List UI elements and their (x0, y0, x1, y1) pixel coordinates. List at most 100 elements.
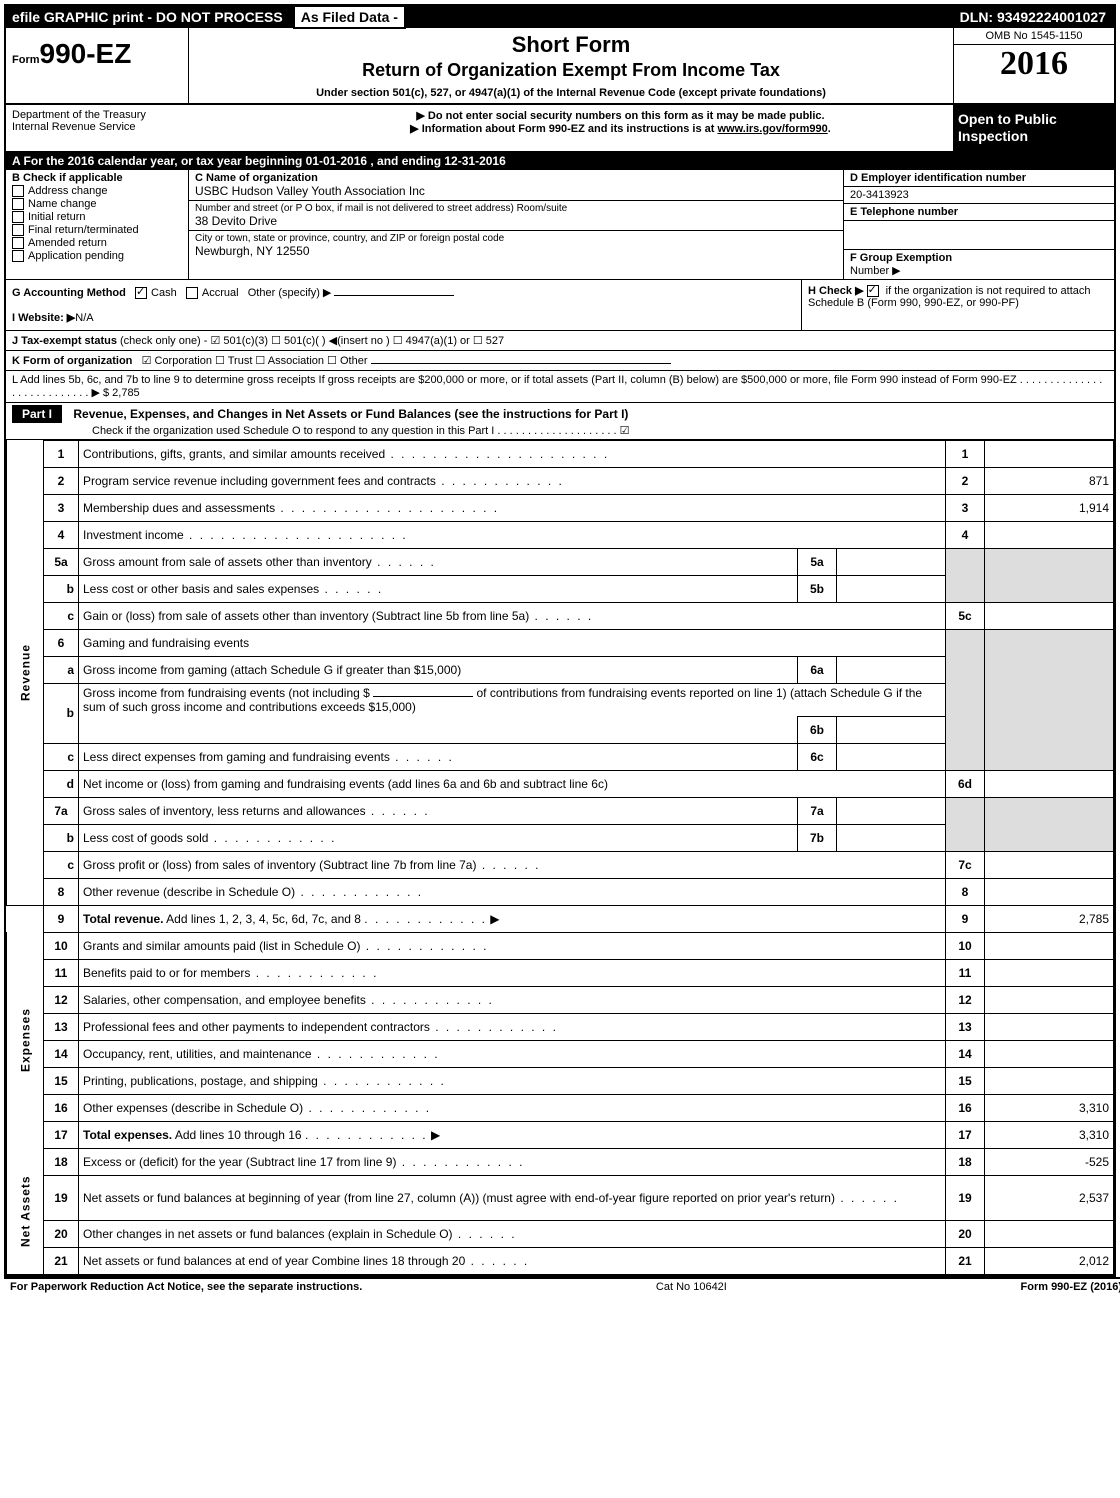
line-num: 14 (44, 1040, 79, 1067)
line-desc: Total revenue. Add lines 1, 2, 3, 4, 5c,… (79, 905, 946, 932)
tel-label: E Telephone number (844, 204, 1114, 221)
desc-text: Gross profit or (loss) from sales of inv… (83, 858, 541, 872)
amt-label: 15 (946, 1067, 985, 1094)
line-num: 1 (44, 440, 79, 467)
check-address-change[interactable]: Address change (12, 185, 182, 197)
amt-label: 8 (946, 878, 985, 905)
amt-value: 3,310 (985, 1094, 1114, 1121)
street-label: Number and street (or P O box, if mail i… (195, 203, 837, 214)
amt-value (985, 959, 1114, 986)
amt-value (985, 1013, 1114, 1040)
line-desc: Salaries, other compensation, and employ… (79, 986, 946, 1013)
line-num: d (44, 770, 79, 797)
check-label: Final return/terminated (28, 224, 139, 236)
check-amended-return[interactable]: Amended return (12, 237, 182, 249)
shade-cell (985, 629, 1114, 770)
omb-no: OMB No 1545-1150 (954, 28, 1114, 45)
warn-1: ▶ Do not enter social security numbers o… (296, 109, 945, 122)
check-name-change[interactable]: Name change (12, 198, 182, 210)
line-desc: Less cost or other basis and sales expen… (79, 575, 798, 602)
desc-text-1: Gross income from fundraising events (no… (83, 686, 370, 700)
check-initial-return[interactable]: Initial return (12, 211, 182, 223)
line-num: a (44, 656, 79, 683)
city-label: City or town, state or province, country… (195, 233, 837, 244)
k-other-input[interactable] (371, 363, 671, 364)
section-b-title: B Check if applicable (12, 172, 123, 184)
dept-label: Department of the Treasury (12, 109, 282, 121)
desc-text: Total revenue. (83, 912, 163, 926)
line-desc: Professional fees and other payments to … (79, 1013, 946, 1040)
amt-value (985, 1040, 1114, 1067)
amt-label: 13 (946, 1013, 985, 1040)
group-exemption: F Group Exemption Number ▶ (844, 250, 1114, 279)
part-i-title: Revenue, Expenses, and Changes in Net As… (73, 407, 628, 421)
line-desc: Other changes in net assets or fund bala… (79, 1220, 946, 1247)
header-left: Form990-EZ (6, 28, 189, 103)
section-def: D Employer identification number 20-3413… (843, 170, 1114, 279)
check-accrual[interactable] (186, 287, 198, 299)
line-desc: Total expenses. Add lines 10 through 16 … (79, 1121, 946, 1148)
check-cash[interactable] (135, 287, 147, 299)
amt-value (985, 440, 1114, 467)
line-num: 11 (44, 959, 79, 986)
line-desc-cont (79, 716, 798, 743)
line-num: 21 (44, 1247, 79, 1274)
form-number: 990-EZ (40, 38, 132, 69)
tax-year: 2016 (954, 45, 1114, 83)
footer-right: Form 990-EZ (2016) (1021, 1281, 1120, 1293)
section-l: L Add lines 5b, 6c, and 7b to line 9 to … (6, 371, 1114, 403)
line-desc: Gaming and fundraising events (79, 629, 946, 656)
i-label: I Website: ▶ (12, 312, 75, 324)
check-label: Initial return (28, 211, 85, 223)
under-section-text: Under section 501(c), 527, or 4947(a)(1)… (197, 87, 945, 99)
section-b: B Check if applicable Address change Nam… (6, 170, 189, 279)
other-specify-input[interactable] (334, 295, 454, 296)
desc-text: Gross sales of inventory, less returns a… (83, 804, 430, 818)
amt-value (985, 986, 1114, 1013)
desc-text: Net assets or fund balances at beginning… (83, 1191, 899, 1205)
amt-label: 16 (946, 1094, 985, 1121)
shade-cell (985, 548, 1114, 602)
line-desc: Gross amount from sale of assets other t… (79, 548, 798, 575)
desc-text: Printing, publications, postage, and shi… (83, 1074, 446, 1088)
return-of-title: Return of Organization Exempt From Incom… (197, 60, 945, 81)
section-j: J Tax-exempt status (check only one) - ☑… (6, 331, 1114, 351)
line-desc: Grants and similar amounts paid (list in… (79, 932, 946, 959)
check-application-pending[interactable]: Application pending (12, 250, 182, 262)
amt-label: 7c (946, 851, 985, 878)
amt-label: 5c (946, 602, 985, 629)
amt-value (985, 602, 1114, 629)
irs-label: Internal Revenue Service (12, 121, 282, 133)
revenue-side-label: Revenue (7, 440, 44, 905)
part-i-sub: Check if the organization used Schedule … (92, 425, 630, 437)
line-num: b (44, 575, 79, 602)
form-number-label: Form990-EZ (12, 38, 182, 70)
amt-value (985, 1220, 1114, 1247)
sub-amt-label: 6c (798, 743, 837, 770)
desc-text: Total expenses. (83, 1128, 172, 1142)
desc-text: Occupancy, rent, utilities, and maintena… (83, 1047, 440, 1061)
contributions-amount-input[interactable] (373, 696, 473, 697)
amt-value (985, 932, 1114, 959)
line-num: 6 (44, 629, 79, 656)
line-num: 17 (44, 1121, 79, 1148)
efile-asfiled: As Filed Data - (293, 5, 406, 29)
check-final-return[interactable]: Final return/terminated (12, 224, 182, 236)
line-num: 4 (44, 521, 79, 548)
shade-cell (946, 797, 985, 851)
header-mid: Short Form Return of Organization Exempt… (189, 28, 953, 103)
sub-amt-value (837, 824, 946, 851)
line-desc: Occupancy, rent, utilities, and maintena… (79, 1040, 946, 1067)
city-value: Newburgh, NY 12550 (195, 244, 837, 258)
line-num: c (44, 851, 79, 878)
desc-text: Membership dues and assessments (83, 501, 499, 515)
sub-amt-value (837, 548, 946, 575)
open-to-public-cell: Open to Public Inspection (953, 105, 1114, 151)
line-desc: Other revenue (describe in Schedule O) (79, 878, 946, 905)
line-num: 10 (44, 932, 79, 959)
line-num: b (44, 824, 79, 851)
check-h[interactable] (867, 285, 879, 297)
efile-dln: DLN: 93492224001027 (952, 7, 1114, 27)
amt-label: 19 (946, 1175, 985, 1220)
shade-cell (985, 797, 1114, 851)
